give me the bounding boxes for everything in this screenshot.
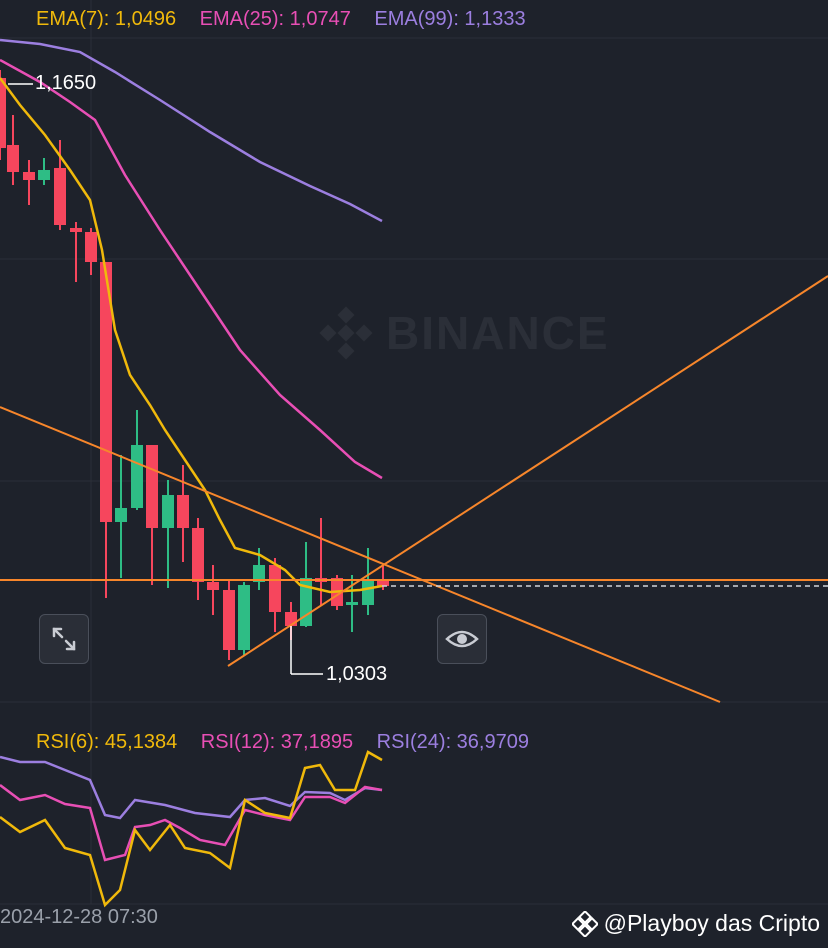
candle bbox=[54, 140, 66, 230]
credit-watermark: @Playboy das Cripto bbox=[571, 910, 820, 937]
candle bbox=[269, 558, 281, 632]
ema25-line bbox=[0, 58, 383, 480]
candle bbox=[115, 455, 127, 578]
ema-legend: EMA(7): 1,0496 EMA(25): 1,0747 EMA(99): … bbox=[36, 8, 544, 31]
candle-body bbox=[207, 582, 219, 590]
candle-body bbox=[23, 172, 35, 180]
rsi12-value: RSI(12): 37,1895 bbox=[200, 731, 354, 753]
ema99-value: EMA(99): 1,1333 bbox=[374, 8, 526, 30]
candle-body bbox=[7, 145, 19, 172]
ema-lines bbox=[0, 38, 383, 594]
binance-logo-icon bbox=[319, 306, 373, 360]
candle-body bbox=[0, 78, 6, 148]
candle bbox=[7, 115, 19, 185]
candle bbox=[38, 158, 50, 185]
candle-body bbox=[192, 528, 204, 582]
credit-text: @Playboy das Cripto bbox=[603, 910, 820, 936]
rsi12-line bbox=[0, 784, 383, 862]
binance-logo-icon bbox=[571, 910, 598, 937]
candle-body bbox=[146, 445, 158, 528]
candle-body bbox=[115, 508, 127, 522]
rsi24-line bbox=[0, 755, 383, 820]
candle bbox=[238, 582, 250, 655]
watermark-text: BINANCE bbox=[386, 307, 610, 359]
rsi6-line bbox=[0, 750, 383, 908]
candle-body bbox=[100, 262, 112, 522]
high-low-markers bbox=[8, 83, 323, 675]
candle-body bbox=[85, 232, 97, 262]
binance-watermark: BINANCE bbox=[318, 305, 610, 361]
visibility-toggle-button[interactable] bbox=[437, 614, 487, 664]
candle-body bbox=[177, 495, 189, 528]
ema99-line bbox=[0, 38, 383, 223]
candle bbox=[131, 410, 143, 510]
candle bbox=[223, 580, 235, 660]
trendlines bbox=[0, 275, 828, 703]
candle bbox=[146, 445, 158, 585]
candle-body bbox=[377, 580, 389, 586]
eye-icon bbox=[445, 630, 479, 648]
rsi-legend: RSI(6): 45,1384 RSI(12): 37,1895 RSI(24)… bbox=[36, 731, 547, 754]
candle-body bbox=[223, 590, 235, 650]
candle bbox=[192, 518, 204, 600]
candle-body bbox=[54, 168, 66, 225]
candle-body bbox=[346, 602, 358, 605]
expand-arrows-icon bbox=[52, 627, 76, 651]
ascending-trendline bbox=[227, 275, 828, 667]
rsi6-value: RSI(6): 45,1384 bbox=[36, 731, 178, 753]
candle bbox=[70, 222, 82, 282]
expand-button[interactable] bbox=[39, 614, 89, 664]
time-axis-label: 2024-12-28 07:30 bbox=[0, 906, 158, 928]
candles bbox=[0, 70, 389, 660]
candle-body bbox=[162, 495, 174, 528]
candle-body bbox=[269, 565, 281, 612]
candle-body bbox=[131, 445, 143, 508]
low-price-label: 1,0303 bbox=[326, 663, 388, 685]
candle bbox=[162, 480, 174, 588]
candle-body bbox=[70, 228, 82, 232]
candle bbox=[0, 70, 6, 160]
candle bbox=[207, 565, 219, 615]
candle bbox=[23, 160, 35, 205]
ema25-value: EMA(25): 1,0747 bbox=[199, 8, 351, 30]
candle-body bbox=[38, 170, 50, 180]
candle-body bbox=[238, 585, 250, 650]
high-price-label: 1,1650 bbox=[35, 72, 97, 94]
candle bbox=[85, 228, 97, 275]
ema7-value: EMA(7): 1,0496 bbox=[36, 8, 177, 30]
descending-trendline bbox=[0, 406, 721, 703]
chart-grid bbox=[0, 0, 828, 905]
ema7-line bbox=[0, 77, 383, 594]
rsi24-value: RSI(24): 36,9709 bbox=[376, 731, 529, 753]
rsi-lines bbox=[0, 750, 383, 908]
candle-body bbox=[362, 580, 374, 605]
candle bbox=[362, 548, 374, 615]
candle bbox=[100, 262, 112, 598]
candle-body bbox=[253, 565, 265, 582]
